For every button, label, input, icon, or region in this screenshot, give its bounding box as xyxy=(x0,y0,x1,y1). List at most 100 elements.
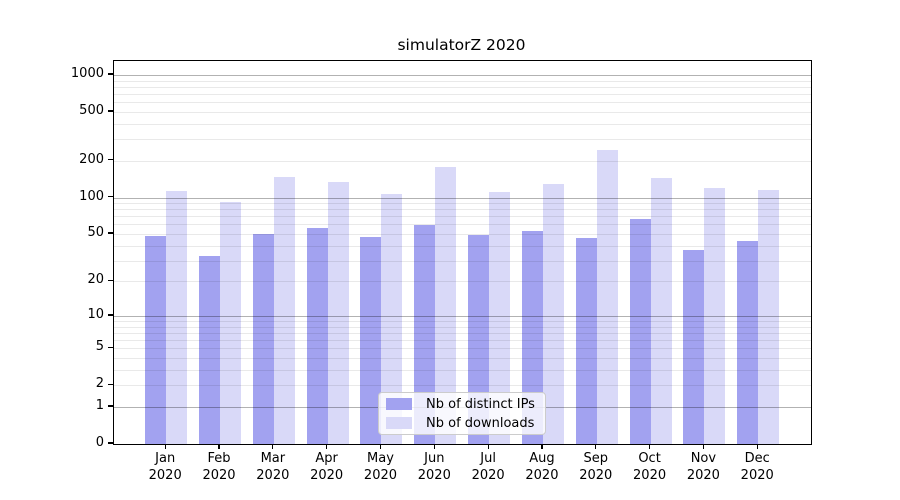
x-tick-jun xyxy=(433,444,435,449)
gridline-80 xyxy=(114,209,811,211)
gridline-700 xyxy=(114,94,811,96)
y-tick-20 xyxy=(108,279,113,281)
y-tick-label-20: 20 xyxy=(87,272,104,288)
bar-downloads-dec xyxy=(758,190,780,444)
legend-swatch-distinct-ips xyxy=(386,397,412,411)
gridline-20 xyxy=(114,281,811,283)
y-tick-label-10: 10 xyxy=(87,306,104,322)
x-tick-label-mar: Mar 2020 xyxy=(256,451,290,483)
gridline-3 xyxy=(114,369,811,371)
gridline-2 xyxy=(114,385,811,387)
bar-downloads-apr xyxy=(327,181,349,444)
x-tick-label-nov: Nov 2020 xyxy=(686,451,720,483)
bar-downloads-feb xyxy=(220,201,242,444)
gridline-70 xyxy=(114,216,811,218)
y-tick-0 xyxy=(108,442,113,444)
gridline-60 xyxy=(114,224,811,226)
y-tick-label-2: 2 xyxy=(95,376,104,392)
y-tick-label-500: 500 xyxy=(79,102,104,118)
y-tick-100 xyxy=(108,195,113,198)
legend-swatch-downloads xyxy=(386,416,412,430)
gridline-7 xyxy=(114,332,811,334)
gridline-9 xyxy=(114,321,811,323)
bar-distinct-ips-may xyxy=(360,237,382,444)
chart-title: simulatorZ 2020 xyxy=(397,36,526,54)
gridline-1000 xyxy=(114,75,811,76)
x-tick-label-dec: Dec 2020 xyxy=(740,451,774,483)
bar-downloads-nov xyxy=(704,187,726,444)
bar-distinct-ips-jun xyxy=(414,225,436,444)
x-tick-label-oct: Oct 2020 xyxy=(633,451,667,483)
y-tick-10 xyxy=(108,314,113,316)
x-tick-may xyxy=(379,444,382,449)
x-tick-label-sep: Sep 2020 xyxy=(579,451,613,483)
gridline-900 xyxy=(114,80,811,82)
gridline-300 xyxy=(114,139,811,141)
bar-distinct-ips-nov xyxy=(683,249,705,444)
x-tick-sep xyxy=(595,444,597,449)
x-tick-jan xyxy=(164,444,166,449)
x-tick-jul xyxy=(487,444,489,449)
bar-downloads-sep xyxy=(596,150,618,444)
bar-distinct-ips-sep xyxy=(575,238,597,444)
x-tick-label-may: May 2020 xyxy=(363,451,398,483)
bar-downloads-may xyxy=(381,194,403,444)
x-tick-label-jan: Jan 2020 xyxy=(148,451,182,483)
x-tick-feb xyxy=(218,444,220,449)
bar-distinct-ips-oct xyxy=(629,218,651,444)
bar-distinct-ips-dec xyxy=(737,240,759,444)
bar-downloads-aug xyxy=(542,183,564,444)
legend-label-downloads: Nb of downloads xyxy=(426,415,535,431)
y-tick-500 xyxy=(108,110,113,112)
gridline-40 xyxy=(114,245,811,247)
bar-distinct-ips-apr xyxy=(306,228,328,444)
x-tick-label-feb: Feb 2020 xyxy=(202,451,236,483)
x-tick-oct xyxy=(648,444,651,449)
gridline-30 xyxy=(114,260,811,262)
bar-downloads-jul xyxy=(489,192,511,444)
y-tick-1000 xyxy=(108,73,113,75)
legend-entry-distinct-ips: Nb of distinct IPs xyxy=(386,397,545,412)
gridline-10 xyxy=(114,315,811,317)
gridline-600 xyxy=(114,102,811,104)
gridline-100 xyxy=(114,197,811,199)
gridline-90 xyxy=(114,203,811,205)
y-tick-label-0: 0 xyxy=(95,435,104,450)
y-tick-5 xyxy=(108,346,113,348)
x-tick-dec xyxy=(756,444,758,449)
x-tick-apr xyxy=(326,444,328,449)
gridline-400 xyxy=(114,123,811,125)
y-tick-label-1000: 1000 xyxy=(70,66,104,81)
gridline-50 xyxy=(114,233,811,235)
legend: Nb of distinct IPs Nb of downloads xyxy=(378,392,546,435)
bar-distinct-ips-aug xyxy=(521,230,543,444)
legend-label-distinct-ips: Nb of distinct IPs xyxy=(426,396,535,412)
gridline-5 xyxy=(114,348,811,350)
bar-distinct-ips-feb xyxy=(199,255,221,444)
bar-distinct-ips-jan xyxy=(145,236,167,444)
x-tick-label-jul: Jul 2020 xyxy=(471,451,505,483)
x-tick-aug xyxy=(541,444,543,449)
bar-downloads-oct xyxy=(650,177,672,444)
gridline-200 xyxy=(114,160,811,162)
y-tick-label-5: 5 xyxy=(95,339,104,355)
y-tick-1 xyxy=(108,405,113,407)
bar-downloads-jan xyxy=(166,190,188,444)
plot-area: Nb of distinct IPs Nb of downloads xyxy=(113,60,812,445)
y-tick-label-200: 200 xyxy=(79,151,104,167)
x-tick-mar xyxy=(272,444,274,449)
y-tick-200 xyxy=(108,159,113,161)
x-tick-label-jun: Jun 2020 xyxy=(417,451,451,483)
y-tick-label-1: 1 xyxy=(95,397,104,413)
gridline-4 xyxy=(114,358,811,360)
gridline-6 xyxy=(114,340,811,342)
bar-distinct-ips-jul xyxy=(468,235,490,444)
gridline-800 xyxy=(114,86,811,88)
x-tick-nov xyxy=(702,444,704,449)
y-tick-50 xyxy=(108,232,113,234)
gridline-500 xyxy=(114,111,811,113)
x-tick-label-apr: Apr 2020 xyxy=(310,451,344,483)
y-tick-label-50: 50 xyxy=(87,224,104,240)
gridline-8 xyxy=(114,326,811,328)
